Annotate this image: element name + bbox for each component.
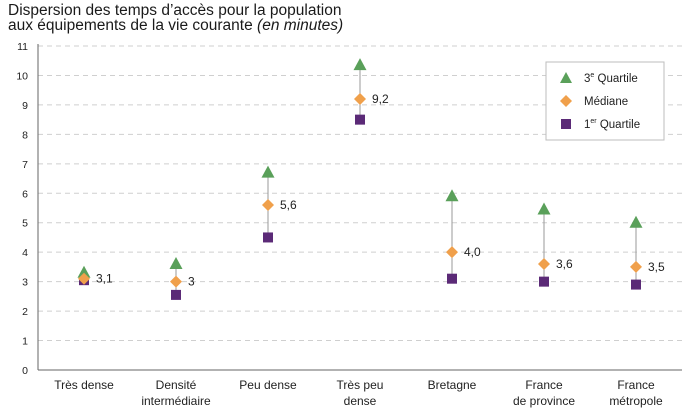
x-tick-label-line: Très peu [337, 378, 384, 392]
x-tick-label-line: de province [513, 394, 575, 408]
y-tick-label: 5 [22, 218, 28, 230]
q1-point [631, 279, 641, 290]
x-tick-label-line: Densité [156, 378, 197, 392]
legend-q3-marker [560, 72, 572, 83]
median-point [538, 257, 550, 270]
median-data-label: 4,0 [464, 245, 481, 259]
q1-point [171, 289, 181, 300]
q1-point [263, 232, 273, 243]
median-data-label: 5,6 [280, 198, 297, 212]
chart-title-line2: aux équipements de la vie courante (en m… [8, 17, 344, 34]
q1-point [539, 276, 549, 287]
y-tick-label: 0 [22, 365, 28, 377]
x-tick-label: Bretagne [428, 378, 477, 392]
x-tick-label: France de province [513, 378, 575, 408]
median-point [630, 260, 642, 273]
median-point [78, 272, 90, 285]
q1-point [447, 273, 457, 284]
x-tick-label-line: France [617, 378, 655, 392]
median-data-label: 9,2 [372, 92, 389, 106]
legend-label: Médiane [584, 96, 628, 108]
x-tick-label-line: Très dense [54, 378, 114, 392]
y-tick-label: 6 [22, 188, 28, 200]
legend-label: 1er Quartile [584, 118, 640, 131]
x-tick-label-line: intermédiaire [141, 394, 211, 408]
x-tick-label: France métropole [609, 378, 663, 408]
y-tick-label: 8 [22, 129, 28, 141]
median-data-label: 3,6 [556, 257, 573, 271]
q3-point [169, 256, 183, 269]
chart-title-line2-text: aux équipements de la vie courante [8, 17, 253, 34]
y-tick-label: 1 [22, 336, 28, 348]
median-data-label: 3,1 [96, 272, 113, 286]
q3-point [445, 189, 459, 202]
x-tick-label: Densité intermédiaire [141, 378, 211, 408]
x-tick-label: Très peu dense [337, 378, 384, 408]
legend-label: 3e Quartile [584, 72, 638, 85]
chart-title-unit: (en minutes) [257, 17, 344, 34]
y-tick-label: 9 [22, 100, 28, 112]
x-tick-label-line: France [525, 378, 563, 392]
y-tick-label: 2 [22, 306, 28, 318]
x-tick-label: Très dense [54, 378, 114, 392]
median-point [446, 246, 458, 259]
median-data-label: 3,5 [648, 260, 665, 274]
x-tick-label: Peu dense [239, 378, 297, 392]
y-tick-label: 4 [22, 247, 28, 259]
q1-point [355, 114, 365, 125]
q3-point [77, 265, 91, 278]
median-point [262, 199, 274, 212]
x-tick-label-line: Bretagne [428, 378, 477, 392]
y-tick-label: 10 [16, 70, 28, 82]
median-point [170, 275, 182, 288]
median-data-label: 3 [188, 275, 195, 289]
q3-point [537, 202, 551, 215]
q3-point [629, 215, 643, 228]
chart-title: Dispersion des temps d’accès pour la pop… [8, 2, 344, 34]
q3-point [353, 58, 367, 71]
legend-median-marker [560, 95, 572, 107]
x-tick-label-line: dense [344, 394, 377, 408]
y-tick-label: 11 [17, 41, 28, 53]
y-tick-label: 7 [22, 159, 28, 171]
y-tick-label: 3 [22, 277, 28, 289]
chart-title-line1: Dispersion des temps d’accès pour la pop… [8, 2, 342, 19]
q3-point [261, 165, 275, 178]
legend: 3e Quartile Médiane 1er Quartile [545, 61, 665, 141]
x-tick-label-line: métropole [609, 394, 663, 408]
median-point [354, 93, 366, 106]
legend-q1-marker [561, 119, 571, 129]
x-tick-label-line: Peu dense [239, 378, 297, 392]
